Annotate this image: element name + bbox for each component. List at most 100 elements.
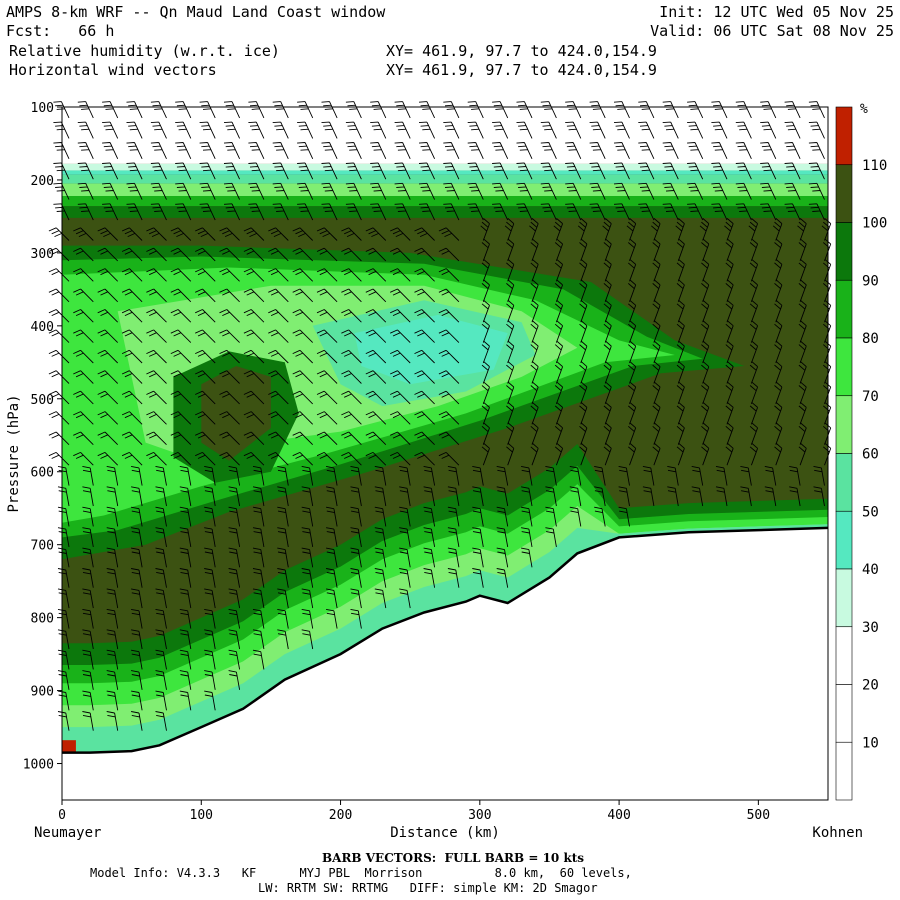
wind-barb	[341, 390, 362, 405]
wind-barb	[481, 279, 490, 302]
wind-barb	[662, 142, 679, 159]
wind-barb	[272, 182, 289, 200]
wind-barb	[652, 238, 661, 262]
wind-barb	[341, 309, 362, 323]
wind-barb	[316, 431, 338, 446]
wind-barb	[170, 431, 192, 446]
wind-barb	[350, 527, 362, 547]
wind-barb	[195, 390, 216, 405]
wind-barb	[292, 349, 314, 364]
wind-barb	[146, 411, 167, 425]
wind-barb	[784, 162, 801, 180]
wind-barb	[77, 162, 94, 180]
wind-barb	[131, 711, 143, 731]
wind-barb	[321, 121, 338, 139]
wind-barb	[321, 101, 338, 119]
wind-barb	[699, 218, 710, 241]
wind-barb	[82, 629, 94, 650]
wind-barb	[628, 258, 637, 282]
wind-barb	[438, 227, 460, 241]
wind-barb	[798, 340, 807, 364]
wind-barb	[175, 101, 192, 119]
wind-barb	[603, 258, 612, 282]
wind-barb	[345, 182, 362, 200]
wind-barb	[472, 465, 484, 486]
wind-barb	[711, 101, 728, 119]
x-tick-label: 200	[329, 808, 352, 823]
terrain-mask	[62, 527, 828, 800]
wind-barb	[749, 258, 759, 282]
wind-barb	[626, 218, 637, 241]
wind-barbs	[48, 101, 832, 731]
wind-barb	[565, 101, 582, 119]
wind-barb	[652, 360, 661, 384]
y-tick-label: 300	[31, 247, 54, 262]
wind-barb	[195, 370, 216, 384]
wind-barb	[131, 649, 143, 670]
wind-barb	[735, 162, 752, 180]
wind-barb	[252, 568, 265, 588]
wind-barb	[540, 182, 557, 200]
wind-barb	[268, 451, 289, 466]
wind-barb	[73, 390, 94, 405]
wind-barb	[725, 299, 734, 323]
humidity-field	[62, 107, 829, 800]
wind-barb	[725, 422, 734, 445]
wind-barb	[554, 360, 564, 384]
wind-barb	[414, 431, 435, 446]
wind-barb	[223, 162, 241, 180]
wind-barb	[102, 162, 119, 180]
wind-barb	[195, 227, 216, 241]
wind-barb	[179, 588, 192, 609]
wind-barb	[316, 288, 338, 303]
wind-barb	[506, 258, 515, 282]
wind-barb	[170, 288, 192, 303]
wind-barb	[774, 422, 783, 445]
wind-barb	[106, 588, 119, 609]
wind-barb	[399, 568, 411, 588]
wind-barb	[73, 227, 94, 241]
wind-barb	[764, 486, 777, 507]
wind-barb	[341, 411, 362, 425]
wind-barb	[272, 101, 289, 119]
wind-barb	[521, 547, 533, 568]
wind-barb	[155, 670, 167, 690]
wind-barb	[121, 309, 143, 323]
wind-barb	[248, 142, 265, 159]
wind-barb	[175, 121, 192, 139]
wind-barb	[365, 329, 387, 343]
wind-barb	[423, 465, 436, 486]
wind-barb	[365, 247, 387, 262]
y-tick-label: 700	[31, 539, 54, 554]
wind-barb	[170, 227, 192, 241]
wind-barb	[365, 288, 387, 303]
wind-barb	[530, 258, 539, 282]
wind-barb	[589, 101, 606, 119]
colorbar-label: 30	[862, 620, 879, 636]
wind-barb	[735, 101, 752, 119]
wind-barb	[53, 182, 70, 200]
wind-barb	[204, 486, 216, 507]
colorbar-label: 40	[862, 562, 879, 578]
wind-barb	[219, 451, 240, 466]
wind-barb	[399, 588, 411, 609]
wind-barb	[394, 162, 411, 180]
wind-barb	[204, 649, 216, 670]
wind-barb	[228, 670, 241, 690]
wind-barb	[150, 182, 167, 200]
wind-barb	[179, 649, 192, 670]
tropopause-band	[62, 163, 828, 171]
wind-barb	[481, 381, 490, 405]
wind-barb	[813, 486, 825, 507]
wind-barb	[297, 182, 314, 200]
wind-barb	[481, 320, 490, 343]
wind-barb	[82, 670, 94, 690]
wind-barb	[613, 203, 630, 221]
wind-barb	[155, 486, 167, 507]
wind-barb	[252, 506, 265, 527]
barb-note: BARB VECTORS: FULL BARB = 10 kts	[322, 851, 585, 865]
wind-barb	[370, 121, 387, 139]
wind-barb	[73, 451, 94, 466]
wind-barb	[146, 349, 167, 364]
wind-barb	[199, 121, 216, 139]
